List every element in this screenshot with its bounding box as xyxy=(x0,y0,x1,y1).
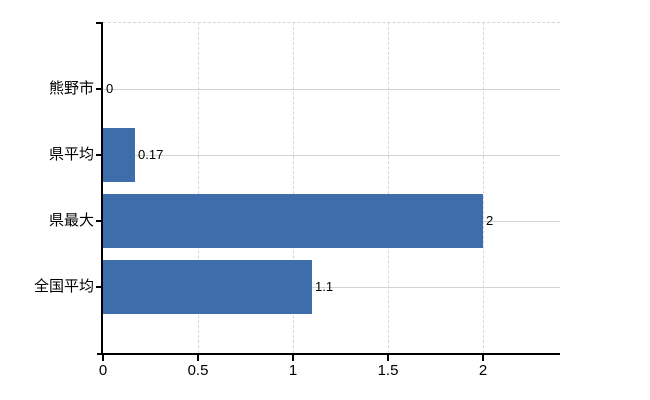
h-gridline xyxy=(103,155,560,156)
category-label: 全国平均 xyxy=(33,278,94,295)
y-tick xyxy=(96,88,102,90)
category-label: 県平均 xyxy=(48,146,94,163)
category-label: 県最大 xyxy=(48,212,94,229)
v-gridline xyxy=(388,22,389,353)
v-gridline xyxy=(198,22,199,353)
y-tick xyxy=(96,286,102,288)
category-label: 熊野市 xyxy=(48,80,94,97)
value-label: 0 xyxy=(106,81,114,96)
y-tick xyxy=(96,220,102,222)
value-label: 0.17 xyxy=(138,147,164,162)
y-tick xyxy=(96,154,102,156)
x-tick xyxy=(387,355,389,361)
x-tick xyxy=(292,355,294,361)
value-label: 2 xyxy=(486,213,494,228)
x-tick xyxy=(197,355,199,361)
x-tick-label: 0.5 xyxy=(187,362,209,379)
x-tick xyxy=(482,355,484,361)
v-gridline xyxy=(483,22,484,353)
bar xyxy=(103,128,135,182)
y-axis-top-tick xyxy=(96,22,102,24)
x-tick-label: 0 xyxy=(98,362,108,379)
h-gridline xyxy=(103,287,560,288)
y-axis-line xyxy=(101,22,103,353)
value-label: 1.1 xyxy=(315,279,334,294)
v-gridline xyxy=(293,22,294,353)
x-tick-label: 2 xyxy=(478,362,488,379)
x-tick-label: 1.5 xyxy=(377,362,399,379)
plot-top-border xyxy=(103,22,560,23)
x-tick xyxy=(102,355,104,361)
bar xyxy=(103,194,483,248)
x-axis-line xyxy=(97,353,560,355)
bar xyxy=(103,260,312,314)
x-tick-label: 1 xyxy=(288,362,298,379)
h-gridline xyxy=(103,89,560,90)
